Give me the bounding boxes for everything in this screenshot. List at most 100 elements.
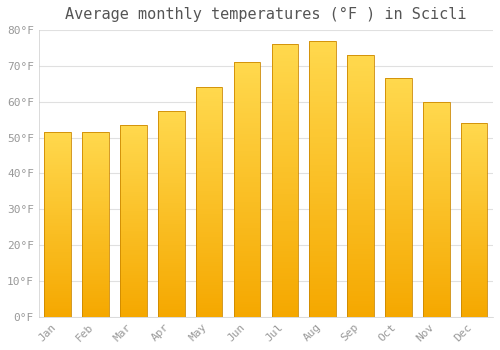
Bar [272,148,298,150]
Bar [234,195,260,197]
Bar [310,209,336,212]
Bar [385,105,411,107]
Bar [348,149,374,152]
Bar [158,150,184,152]
Bar [272,173,298,175]
Bar [234,286,260,289]
Bar [461,206,487,208]
Bar [461,148,487,150]
Bar [196,259,222,262]
Bar [120,246,146,248]
Bar [196,289,222,292]
Bar [234,251,260,253]
Bar [461,262,487,265]
Bar [272,243,298,246]
Bar [234,197,260,200]
Bar [120,288,146,290]
Bar [158,259,184,261]
Bar [44,228,71,230]
Bar [196,163,222,166]
Bar [272,219,298,222]
Bar [44,276,71,278]
Bar [423,177,450,179]
Bar [120,161,146,163]
Bar [158,238,184,240]
Bar [196,135,222,138]
Bar [461,166,487,168]
Bar [272,112,298,115]
Bar [385,286,411,288]
Bar [158,228,184,230]
Bar [272,240,298,243]
Bar [234,80,260,83]
Bar [423,276,450,278]
Bar [423,231,450,233]
Bar [385,140,411,143]
Bar [120,276,146,279]
Bar [234,70,260,72]
Bar [385,202,411,205]
Bar [120,315,146,317]
Bar [44,214,71,215]
Bar [120,311,146,313]
Bar [158,121,184,123]
Bar [272,246,298,249]
Bar [272,186,298,189]
Bar [44,143,71,145]
Bar [196,314,222,317]
Bar [385,95,411,98]
Bar [120,140,146,142]
Bar [423,132,450,134]
Bar [234,85,260,88]
Bar [348,246,374,249]
Bar [348,275,374,278]
Bar [272,254,298,257]
Bar [272,72,298,74]
Bar [385,255,411,257]
Bar [234,93,260,96]
Bar [423,104,450,106]
Bar [385,155,411,157]
Bar [423,205,450,207]
Bar [44,236,71,237]
Bar [82,265,109,267]
Bar [120,248,146,250]
Bar [461,245,487,247]
Bar [158,131,184,133]
Bar [348,204,374,207]
Bar [44,182,71,184]
Bar [158,160,184,162]
Bar [310,179,336,182]
Bar [310,239,336,242]
Bar [234,271,260,274]
Bar [385,233,411,236]
Bar [82,315,109,317]
Bar [120,273,146,275]
Bar [158,181,184,183]
Bar [423,229,450,231]
Bar [272,47,298,50]
Bar [423,257,450,259]
Bar [461,141,487,142]
Bar [348,230,374,233]
Bar [44,265,71,267]
Bar [310,242,336,245]
Bar [461,224,487,226]
Bar [196,253,222,255]
Bar [196,161,222,163]
Bar [82,219,109,221]
Bar [272,77,298,80]
Bar [44,245,71,247]
Bar [423,106,450,108]
Bar [272,213,298,216]
Bar [461,181,487,183]
Bar [385,98,411,100]
Bar [461,237,487,239]
Bar [120,253,146,256]
Bar [385,288,411,290]
Bar [461,266,487,268]
Bar [234,126,260,128]
Bar [272,52,298,55]
Bar [272,137,298,140]
Bar [310,215,336,217]
